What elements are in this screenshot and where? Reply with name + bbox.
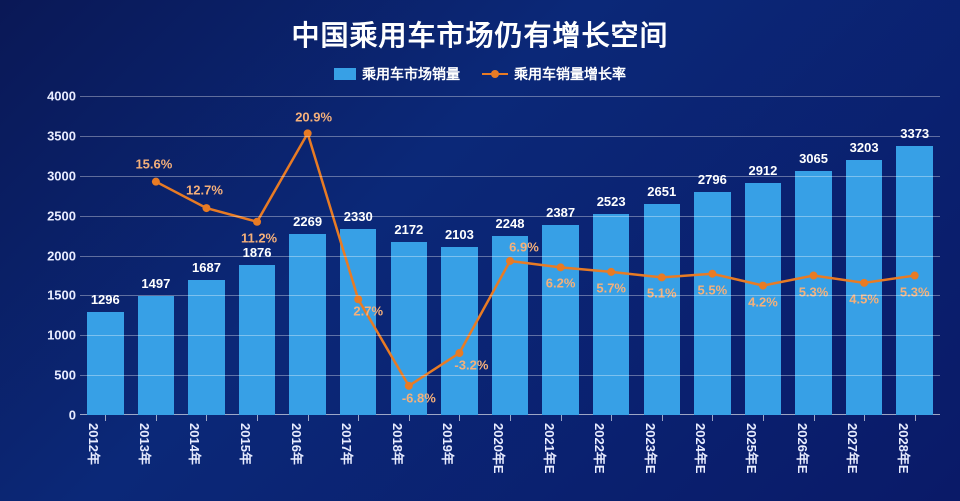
- y-axis-label: 1500: [38, 288, 76, 303]
- x-axis-label: 2016年: [288, 423, 307, 465]
- growth-value-label: 11.2%: [241, 230, 277, 245]
- y-axis-label: 1000: [38, 328, 76, 343]
- x-tick: [257, 415, 258, 421]
- growth-marker: [354, 295, 362, 303]
- growth-value-label: 15.6%: [135, 156, 172, 171]
- y-axis-label: 4000: [38, 89, 76, 104]
- x-tick: [156, 415, 157, 421]
- y-axis-label: 2500: [38, 208, 76, 223]
- growth-value-label: 5.7%: [596, 280, 626, 295]
- growth-value-label: 12.7%: [186, 183, 223, 198]
- x-axis-label: 2020年E: [490, 423, 509, 474]
- x-tick: [409, 415, 410, 421]
- growth-marker: [405, 382, 413, 390]
- x-tick: [864, 415, 865, 421]
- growth-marker: [911, 272, 919, 280]
- y-axis-label: 3000: [38, 168, 76, 183]
- growth-value-label: 5.3%: [900, 284, 930, 299]
- legend-label-bar: 乘用车市场销量: [362, 64, 460, 84]
- x-tick: [206, 415, 207, 421]
- growth-marker: [759, 282, 767, 290]
- x-axis-label: 2012年: [85, 423, 104, 465]
- growth-marker: [253, 218, 261, 226]
- grid-line: [80, 96, 940, 97]
- grid-line: [80, 295, 940, 296]
- legend-swatch-line: [482, 73, 508, 75]
- legend-swatch-bar: [334, 68, 356, 80]
- x-tick: [611, 415, 612, 421]
- growth-line: [156, 133, 915, 385]
- grid-line: [80, 256, 940, 257]
- grid-line: [80, 335, 940, 336]
- x-axis-label: 2027年E: [844, 423, 863, 474]
- growth-value-label: 6.9%: [509, 239, 539, 254]
- y-axis-label: 500: [38, 368, 76, 383]
- growth-value-label: 6.2%: [546, 276, 576, 291]
- growth-marker: [152, 178, 160, 186]
- x-axis-label: 2014年: [186, 423, 205, 465]
- x-axis-label: 2025年E: [743, 423, 762, 474]
- growth-value-label: -3.2%: [454, 358, 488, 373]
- x-tick: [662, 415, 663, 421]
- x-axis-label: 2019年: [439, 423, 458, 465]
- growth-marker: [607, 268, 615, 276]
- chart-title: 中国乘用车市场仍有增长空间: [0, 0, 960, 54]
- growth-value-label: 5.3%: [799, 284, 829, 299]
- x-tick: [561, 415, 562, 421]
- growth-marker: [810, 272, 818, 280]
- chart: 1296149716871876226923302172210322482387…: [38, 96, 940, 483]
- legend-label-line: 乘用车销量增长率: [514, 64, 626, 84]
- growth-marker: [708, 270, 716, 278]
- grid-line: [80, 375, 940, 376]
- x-tick: [459, 415, 460, 421]
- x-axis-label: 2013年: [136, 423, 155, 465]
- x-tick: [308, 415, 309, 421]
- growth-value-label: 4.5%: [849, 291, 879, 306]
- y-axis-label: 3500: [38, 128, 76, 143]
- growth-value-label: 2.7%: [353, 304, 383, 319]
- x-axis-label: 2022年E: [591, 423, 610, 474]
- x-axis: 2012年 2013年 2014年 2015年 2016年 2017年 2018年 2019年…: [80, 415, 940, 483]
- x-tick: [510, 415, 511, 421]
- x-axis-label: 2017年: [338, 423, 357, 465]
- x-axis-label: 2023年E: [642, 423, 661, 474]
- legend-item-bar: 乘用车市场销量: [334, 64, 460, 84]
- x-axis-label: 2021年E: [541, 423, 560, 474]
- x-tick: [915, 415, 916, 421]
- x-axis-label: 2026年E: [794, 423, 813, 474]
- grid-line: [80, 136, 940, 137]
- legend: 乘用车市场销量 乘用车销量增长率: [0, 64, 960, 84]
- x-axis-label: 2015年: [237, 423, 256, 465]
- y-axis-label: 0: [38, 408, 76, 423]
- grid-line: [80, 216, 940, 217]
- plot-area: 1296149716871876226923302172210322482387…: [80, 96, 940, 415]
- growth-marker: [860, 279, 868, 287]
- growth-marker: [506, 257, 514, 265]
- legend-item-line: 乘用车销量增长率: [482, 64, 626, 84]
- grid-line: [80, 176, 940, 177]
- x-tick: [763, 415, 764, 421]
- growth-value-label: 20.9%: [295, 110, 332, 125]
- x-tick: [814, 415, 815, 421]
- growth-marker: [455, 349, 463, 357]
- growth-marker: [202, 204, 210, 212]
- growth-value-label: -6.8%: [402, 390, 436, 405]
- x-axis-label: 2028年E: [895, 423, 914, 474]
- x-tick: [358, 415, 359, 421]
- x-tick: [712, 415, 713, 421]
- x-tick: [105, 415, 106, 421]
- y-axis-label: 2000: [38, 248, 76, 263]
- growth-value-label: 5.1%: [647, 286, 677, 301]
- x-axis-label: 2018年: [389, 423, 408, 465]
- growth-marker: [557, 263, 565, 271]
- growth-marker: [658, 273, 666, 281]
- x-axis-label: 2024年E: [692, 423, 711, 474]
